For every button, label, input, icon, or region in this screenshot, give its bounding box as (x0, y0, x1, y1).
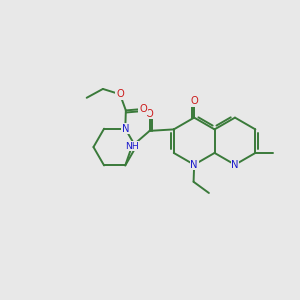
Text: N: N (231, 160, 239, 170)
Text: NH: NH (125, 142, 139, 151)
Text: O: O (190, 96, 198, 106)
Text: N: N (122, 124, 129, 134)
Text: O: O (139, 104, 147, 114)
Text: N: N (190, 160, 198, 170)
Text: O: O (116, 89, 124, 99)
Text: O: O (146, 109, 154, 119)
